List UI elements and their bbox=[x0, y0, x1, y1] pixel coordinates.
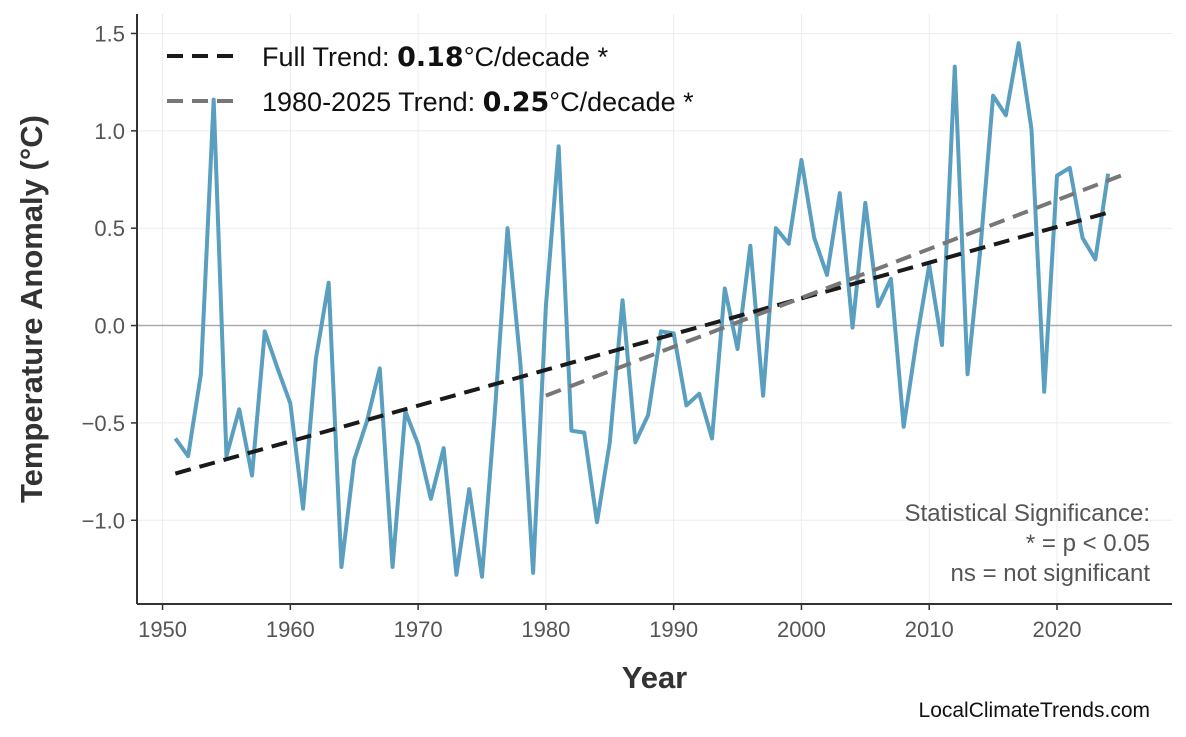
significance-note: * = p < 0.05 bbox=[1026, 530, 1150, 557]
significance-note: Statistical Significance: bbox=[905, 500, 1150, 527]
y-axis-label: Temperature Anomaly (°C) bbox=[14, 115, 49, 503]
x-tick-label: 2000 bbox=[777, 617, 826, 642]
y-tick-label: −0.5 bbox=[82, 411, 125, 436]
x-tick-label: 2010 bbox=[905, 617, 954, 642]
y-tick-label: −1.0 bbox=[82, 508, 125, 533]
credit-text: LocalClimateTrends.com bbox=[919, 699, 1150, 722]
y-tick-label: 0.0 bbox=[94, 314, 125, 339]
significance-note: ns = not significant bbox=[951, 560, 1151, 587]
x-tick-label: 1980 bbox=[521, 617, 570, 642]
y-tick-label: 1.5 bbox=[94, 21, 125, 46]
legend-label: Full Trend: 0.18°C/decade * bbox=[262, 42, 609, 73]
legend-label: 1980-2025 Trend: 0.25°C/decade * bbox=[262, 87, 694, 118]
x-axis-label: Year bbox=[622, 660, 688, 695]
x-tick-label: 1990 bbox=[649, 617, 698, 642]
y-tick-label: 0.5 bbox=[94, 216, 125, 241]
trend-line bbox=[174, 210, 1109, 476]
x-tick-label: 1970 bbox=[394, 617, 443, 642]
y-tick-label: 1.0 bbox=[94, 119, 125, 144]
x-tick-label: 1960 bbox=[266, 617, 315, 642]
series-line bbox=[173, 41, 1111, 579]
x-tick-label: 1950 bbox=[138, 617, 187, 642]
trend-line bbox=[545, 173, 1122, 398]
x-tick-label: 2020 bbox=[1033, 617, 1082, 642]
